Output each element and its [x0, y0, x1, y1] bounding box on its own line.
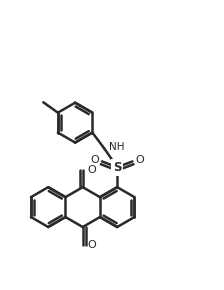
Text: NH: NH — [110, 142, 125, 152]
Text: O: O — [87, 240, 96, 250]
Text: S: S — [113, 161, 121, 174]
Text: O: O — [87, 165, 96, 175]
Text: O: O — [135, 155, 144, 165]
Text: O: O — [90, 155, 99, 165]
